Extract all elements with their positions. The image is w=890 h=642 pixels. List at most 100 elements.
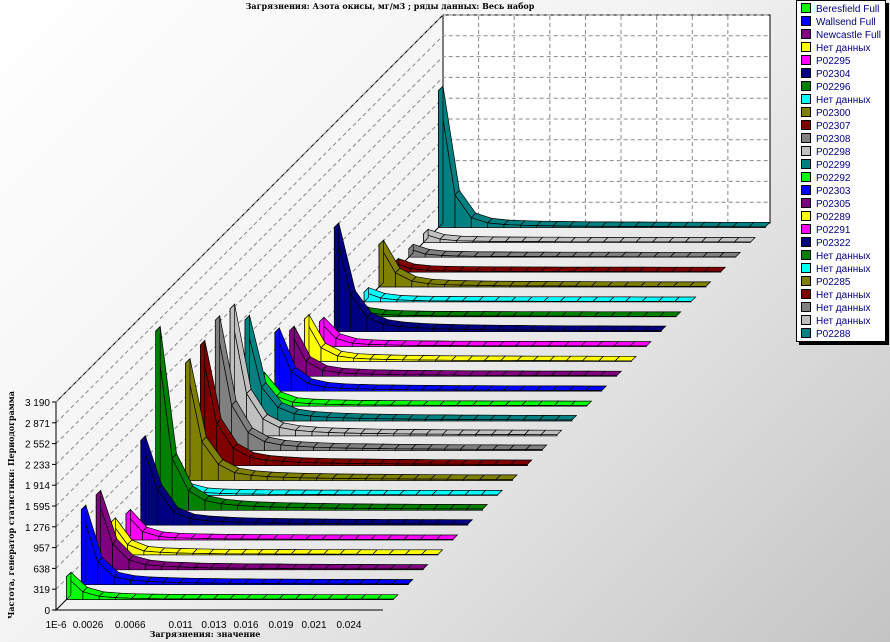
ribbon-front-segment <box>568 225 587 228</box>
ribbon-front-segment <box>603 241 621 243</box>
ribbon-front-segment <box>475 270 493 273</box>
ribbon-front-segment <box>336 523 354 526</box>
ribbon-front-segment <box>222 521 240 526</box>
ribbon-front-segment <box>286 506 304 511</box>
ribbon-front-segment <box>324 568 342 571</box>
legend-swatch <box>801 328 811 338</box>
ribbon-front-segment <box>461 300 479 303</box>
ribbon-front-segment <box>342 417 360 422</box>
ribbon-front-segment <box>439 404 457 407</box>
ribbon-front-segment <box>628 330 646 333</box>
ribbon-front-segment <box>376 433 394 437</box>
legend-label: P02308 <box>816 134 851 145</box>
chart-ribbons <box>65 85 771 601</box>
ribbon-front-segment <box>303 523 322 526</box>
ribbon-front-segment <box>341 568 359 571</box>
ribbon-front-segment <box>640 285 658 288</box>
ribbon-front-segment <box>327 432 345 437</box>
ribbon-front-segment <box>501 375 519 377</box>
legend-label: P02300 <box>816 108 851 119</box>
ribbon-front-segment <box>357 404 375 407</box>
legend-label: P02291 <box>816 225 851 236</box>
legend: Beresfield Full Wallsend Full Newcastle Fu… <box>796 0 886 342</box>
ribbon-front-segment <box>488 405 506 407</box>
ribbon-front-segment <box>614 360 632 362</box>
ribbon-front-segment <box>327 598 345 600</box>
legend-swatch <box>801 172 811 182</box>
ribbon-front-segment <box>455 240 474 243</box>
legend-label: P02288 <box>816 329 851 340</box>
legend-label: P02304 <box>816 69 851 80</box>
ribbon-front-segment <box>567 375 585 377</box>
ribbon-front-segment <box>396 299 414 303</box>
ribbon-front-segment <box>421 389 439 392</box>
legend-label: P02292 <box>816 173 851 184</box>
ribbon-front-segment <box>497 329 515 333</box>
ribbon-front-segment <box>597 345 615 347</box>
legend-label: Нет данных <box>816 264 871 275</box>
ribbon-front-segment <box>638 271 656 273</box>
ribbon-front-segment <box>381 314 399 318</box>
ribbon-front-segment <box>372 388 390 392</box>
ribbon-front-segment <box>417 345 435 347</box>
ribbon-front-segment <box>484 360 502 362</box>
ribbon-front-segment <box>390 404 408 407</box>
ribbon-front-segment <box>238 521 256 526</box>
ribbon-front-segment <box>434 523 452 526</box>
ribbon-front-segment <box>479 478 497 481</box>
ribbon-front-segment <box>363 463 381 466</box>
legend-item: P02307 <box>801 120 850 132</box>
ribbon-front-segment <box>445 463 463 466</box>
ribbon-front-segment <box>476 448 494 452</box>
ribbon-front-segment <box>256 538 274 541</box>
ribbon-front-segment <box>210 567 228 571</box>
ribbon-front-segment <box>332 478 350 481</box>
ribbon-front-segment <box>482 345 500 347</box>
ribbon-front-segment <box>384 508 402 511</box>
ribbon-front-segment <box>437 389 456 392</box>
ribbon-front-segment <box>604 256 622 258</box>
ribbon-front-segment <box>507 434 525 437</box>
ribbon-front-segment <box>643 315 661 318</box>
ribbon-front-segment <box>338 372 356 377</box>
legend-item: P02288 <box>801 328 850 340</box>
y-tick-label: 2 552 <box>25 440 50 451</box>
series-ribbon <box>95 489 429 571</box>
ribbon-front-segment <box>576 301 594 303</box>
ribbon-front-segment <box>277 583 295 586</box>
legend-swatch <box>801 29 811 39</box>
ribbon-front-segment <box>226 567 244 571</box>
ribbon-front-segment <box>509 449 527 452</box>
ribbon-front-segment <box>418 523 436 526</box>
ribbon-front-segment <box>538 419 557 422</box>
ribbon-front-segment <box>449 345 467 347</box>
ribbon-front-segment <box>372 553 390 556</box>
ribbon-front-segment <box>515 345 533 347</box>
ribbon-front-segment <box>480 494 498 496</box>
ribbon-front-segment <box>732 226 750 228</box>
legend-item: P02300 <box>801 107 850 119</box>
ribbon-front-segment <box>368 344 386 347</box>
ribbon-front-segment <box>448 328 466 333</box>
ribbon-front-segment <box>457 255 475 258</box>
ribbon-front-segment <box>369 523 387 526</box>
ribbon-front-segment <box>748 226 766 228</box>
ribbon-front-segment <box>436 539 454 541</box>
legend-label: P02307 <box>816 121 851 132</box>
ribbon-front-segment <box>423 404 441 407</box>
ribbon-front-segment <box>305 538 323 541</box>
ribbon-front-segment <box>571 256 589 258</box>
ribbon-front-segment <box>461 463 479 466</box>
ribbon-peak-cap <box>438 85 444 229</box>
ribbon-front-segment <box>487 389 505 392</box>
legend-item: Нет данных <box>801 289 870 301</box>
ribbon-peak-cap <box>333 222 340 333</box>
ribbon-front-segment <box>299 477 317 481</box>
ribbon-front-segment <box>530 329 548 333</box>
chart-axes: 0 319 638 957 1 276 1 595 1 914 2 233 2 552 2 871… <box>6 391 383 639</box>
ribbon-front-segment <box>494 464 512 466</box>
series-ribbon <box>348 299 682 318</box>
ribbon-peak-cap <box>274 327 280 393</box>
ribbon-front-segment <box>441 255 459 258</box>
ribbon-front-segment <box>570 241 588 243</box>
